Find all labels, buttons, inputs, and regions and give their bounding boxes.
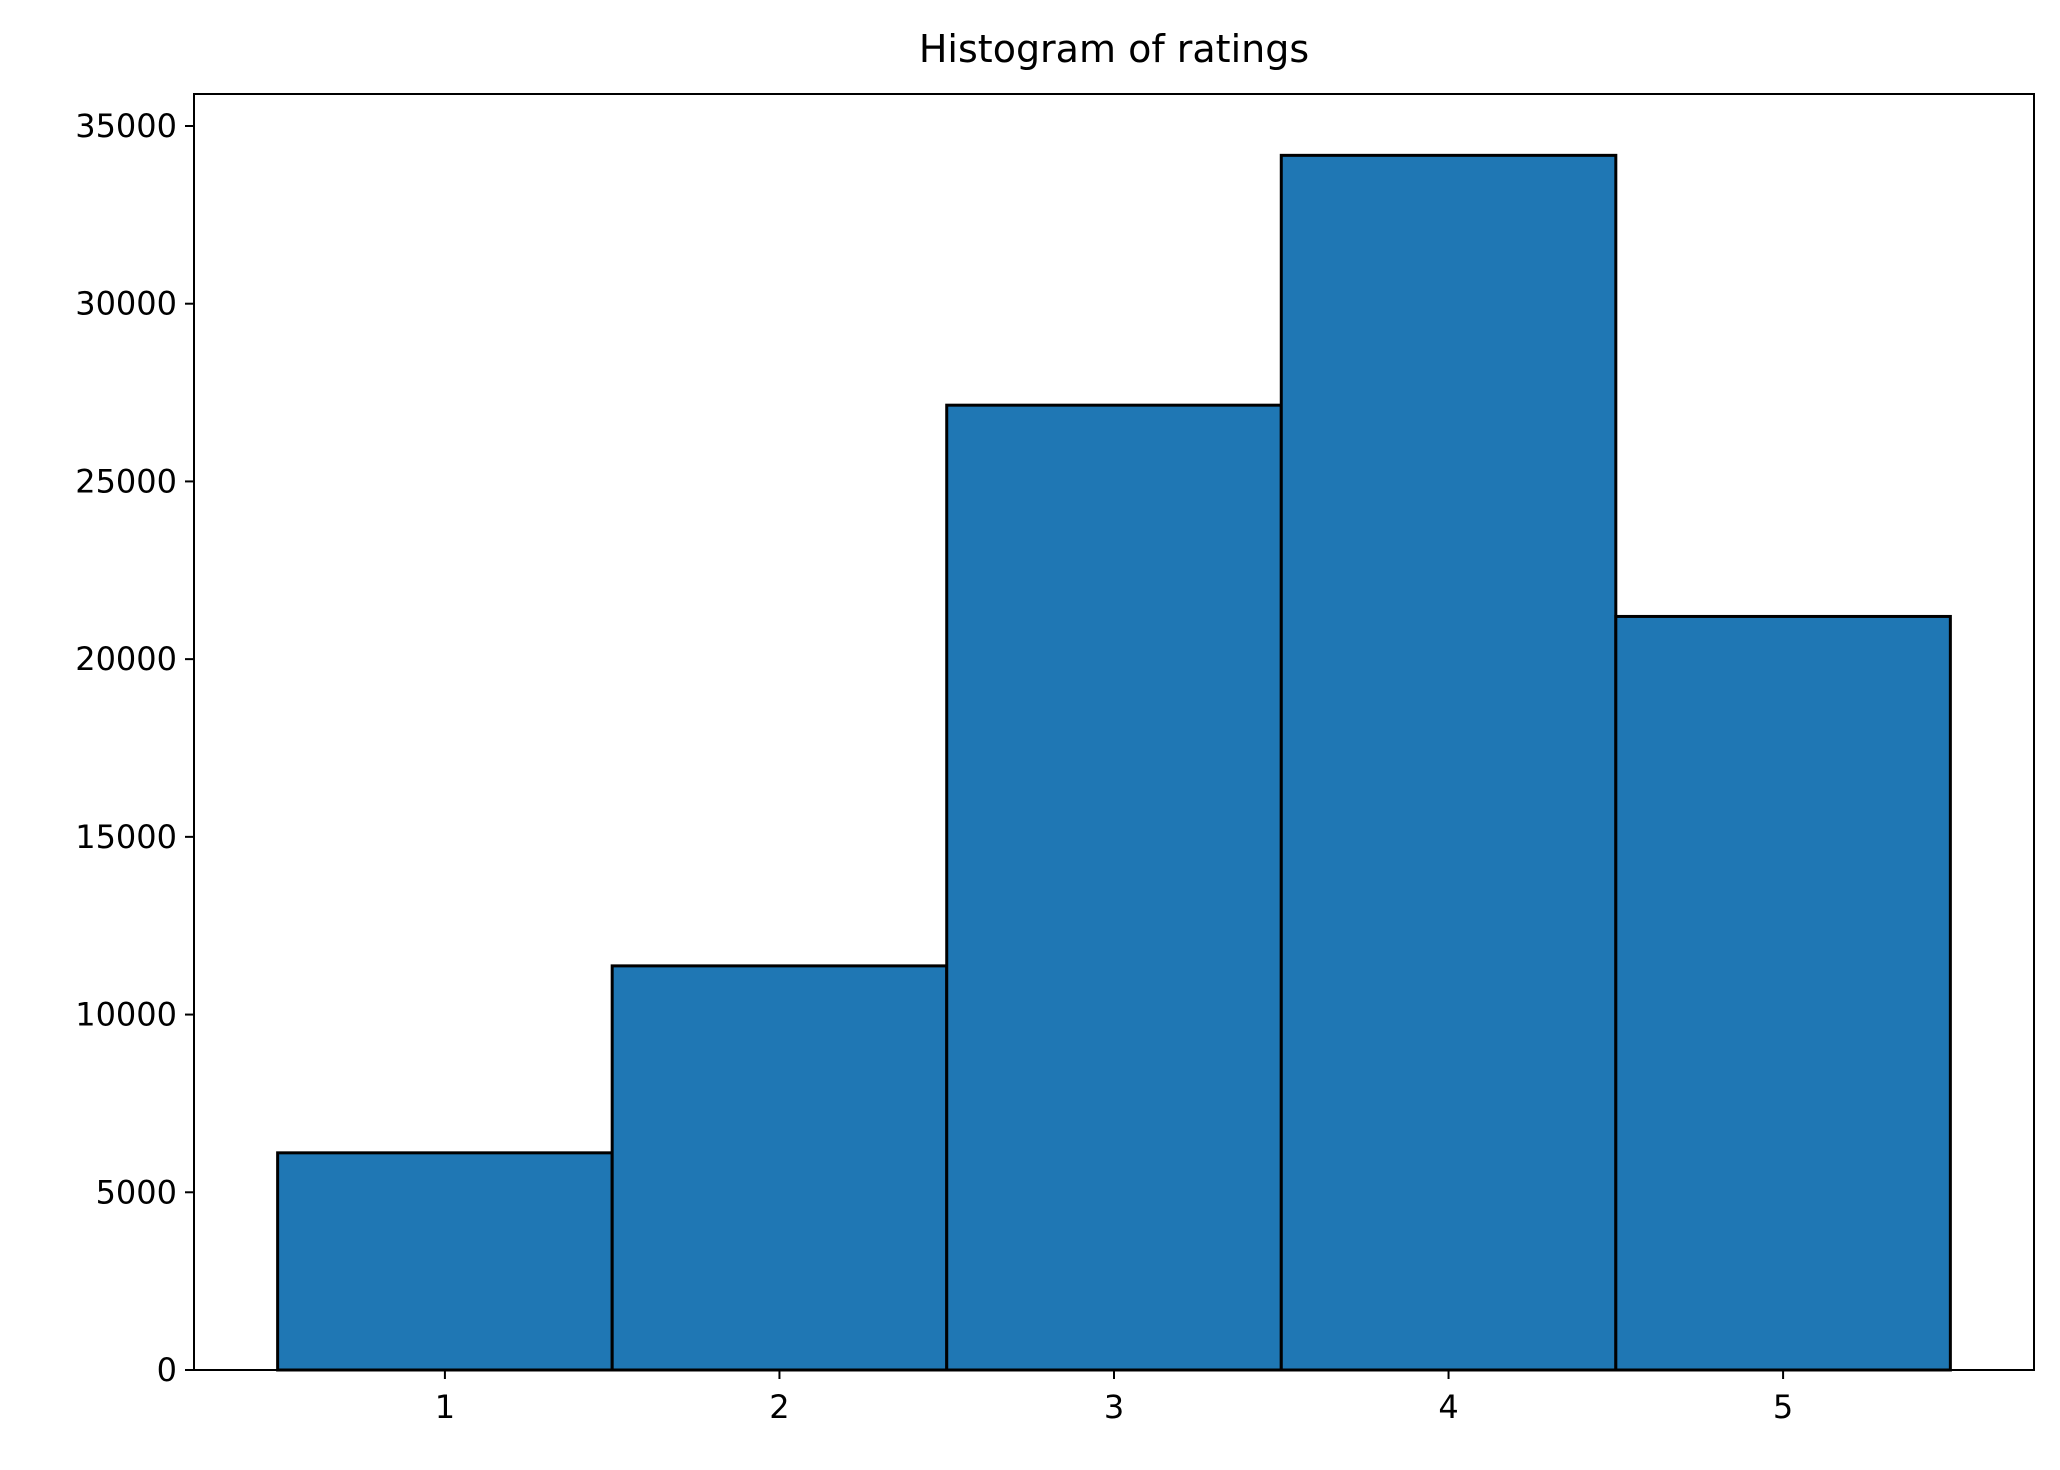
histogram-bar-4 — [1279, 153, 1618, 1372]
plot-frame — [193, 93, 2035, 1371]
y-tick-label: 10000 — [75, 996, 177, 1034]
y-tick-label: 25000 — [75, 462, 177, 500]
y-tick-label: 20000 — [75, 640, 177, 678]
histogram-bar-5 — [1614, 614, 1952, 1372]
bars-layer — [276, 153, 1952, 1372]
y-tick-label: 5000 — [96, 1173, 177, 1211]
x-tick-label: 4 — [1438, 1388, 1458, 1426]
histogram-bar-1 — [276, 1151, 614, 1372]
y-tick-label: 15000 — [75, 818, 177, 856]
y-tick-label: 30000 — [75, 285, 177, 323]
x-axis: 1 2 3 4 5 — [435, 1370, 1793, 1426]
histogram-bar-2 — [610, 964, 949, 1372]
y-tick-label: 35000 — [75, 107, 177, 145]
chart-title: Histogram of ratings — [919, 27, 1309, 71]
x-tick-label: 3 — [1104, 1388, 1124, 1426]
y-tick-label: 0 — [157, 1351, 177, 1389]
histogram-bar-3 — [945, 403, 1283, 1372]
x-tick-label: 2 — [769, 1388, 789, 1426]
x-tick-label: 5 — [1773, 1388, 1793, 1426]
x-tick-label: 1 — [435, 1388, 455, 1426]
y-axis: 0 5000 10000 15000 20000 25000 30000 35000 — [75, 107, 194, 1389]
